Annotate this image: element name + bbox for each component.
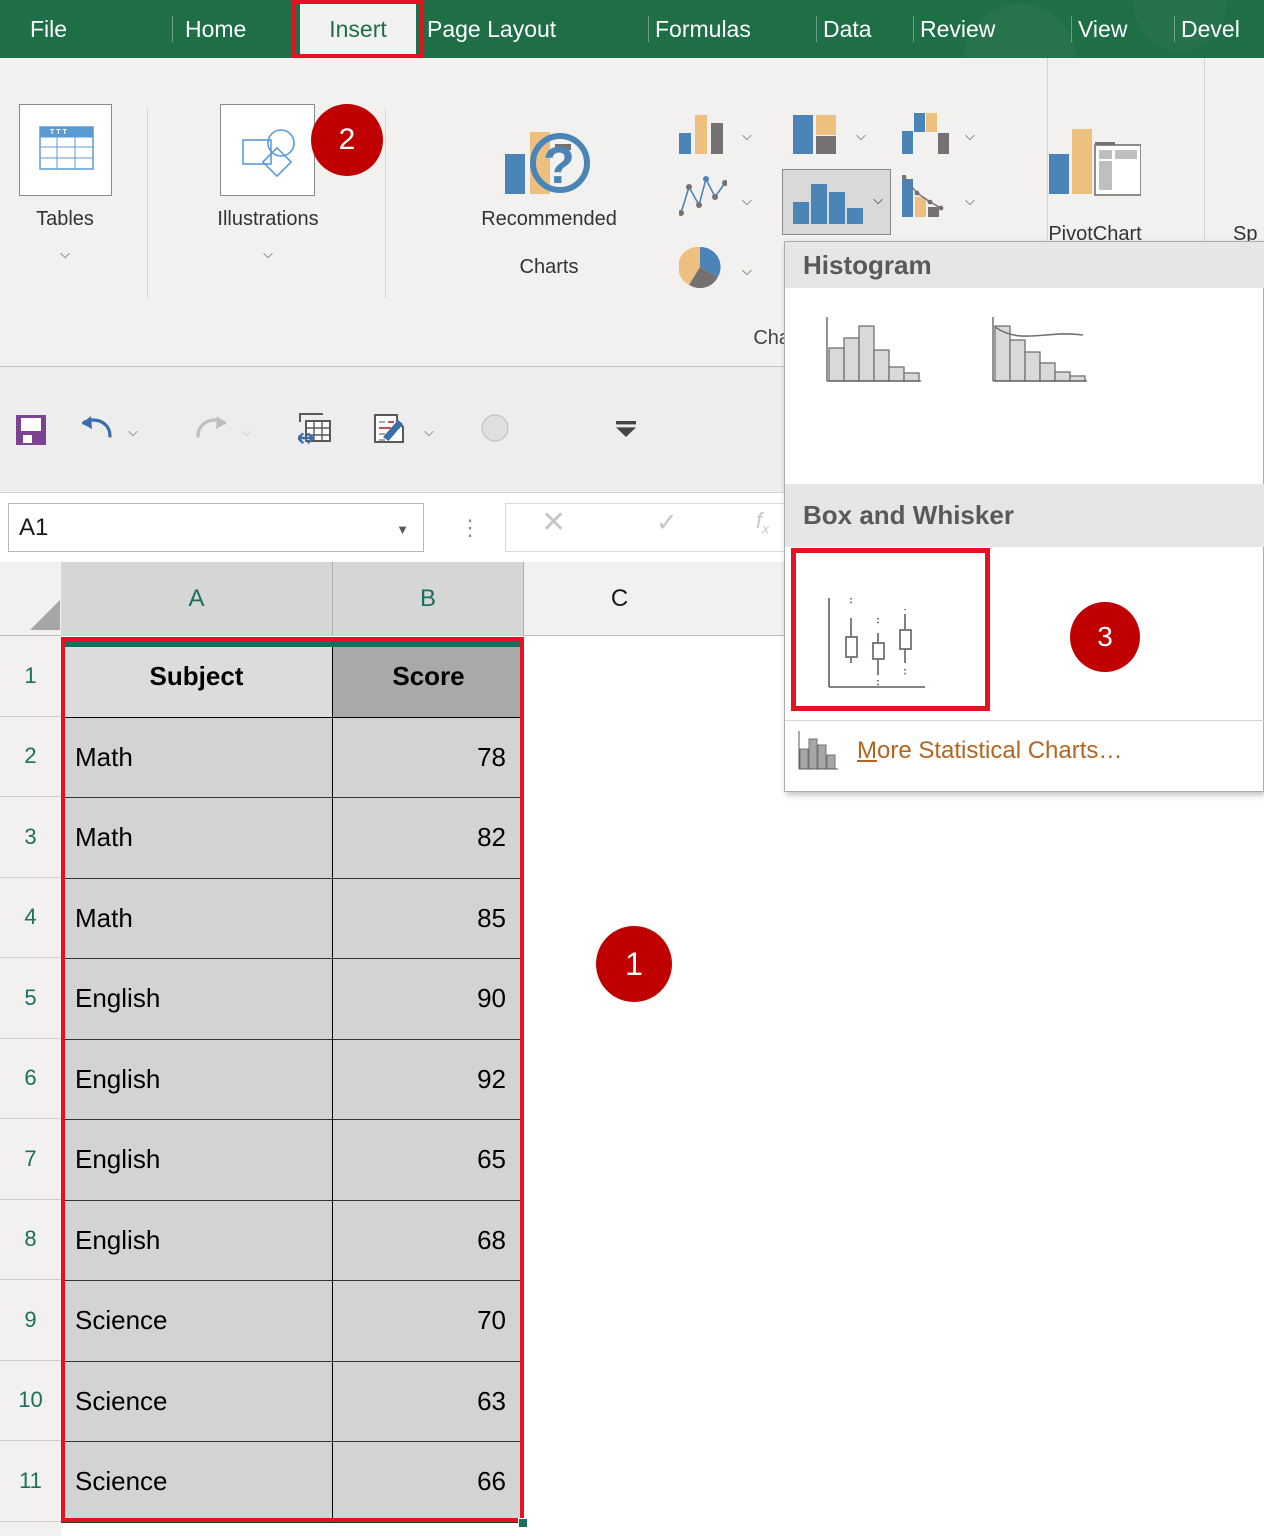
svg-text:?: ? (543, 137, 575, 195)
svg-text:T T T: T T T (50, 129, 67, 136)
